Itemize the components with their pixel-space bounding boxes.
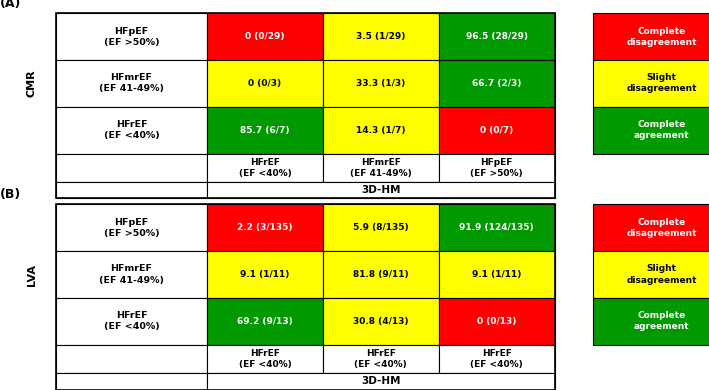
Bar <box>56 204 207 251</box>
Text: 0 (0/7): 0 (0/7) <box>480 126 513 135</box>
Bar <box>323 251 439 298</box>
Text: HFpEF
(EF >50%): HFpEF (EF >50%) <box>104 218 160 238</box>
Text: (B): (B) <box>0 188 21 201</box>
Bar <box>439 204 554 251</box>
Text: 66.7 (2/3): 66.7 (2/3) <box>472 79 521 88</box>
Bar <box>593 298 709 345</box>
Text: 3D-HM: 3D-HM <box>361 185 401 195</box>
Text: HFrEF
(EF <40%): HFrEF (EF <40%) <box>104 120 160 140</box>
Bar <box>207 204 323 251</box>
Bar <box>323 154 439 182</box>
Bar <box>56 373 207 390</box>
Bar <box>56 107 207 154</box>
Text: 9.1 (1/11): 9.1 (1/11) <box>240 270 290 279</box>
Bar <box>439 298 554 345</box>
Bar <box>323 107 439 154</box>
Text: HFrEF
(EF <40%): HFrEF (EF <40%) <box>239 158 291 178</box>
Bar <box>593 60 709 107</box>
Bar <box>207 154 323 182</box>
Text: HFrEF
(EF <40%): HFrEF (EF <40%) <box>470 349 523 369</box>
Text: 0 (0/29): 0 (0/29) <box>245 32 285 41</box>
Text: 33.3 (1/3): 33.3 (1/3) <box>356 79 406 88</box>
Text: 30.8 (4/13): 30.8 (4/13) <box>353 317 408 326</box>
Text: 3.5 (1/29): 3.5 (1/29) <box>356 32 406 41</box>
Bar <box>56 251 207 298</box>
Text: HFrEF
(EF <40%): HFrEF (EF <40%) <box>354 349 407 369</box>
Text: 0 (0/13): 0 (0/13) <box>477 317 516 326</box>
Bar <box>439 13 554 60</box>
Text: HFpEF
(EF >50%): HFpEF (EF >50%) <box>104 27 160 47</box>
Text: Complete
agreement: Complete agreement <box>634 120 689 140</box>
Text: 91.9 (124/135): 91.9 (124/135) <box>459 223 534 232</box>
Bar <box>207 298 323 345</box>
Bar <box>323 345 439 373</box>
Bar <box>207 182 554 199</box>
Text: 96.5 (28/29): 96.5 (28/29) <box>466 32 527 41</box>
Bar <box>56 345 207 373</box>
Text: HFpEF
(EF >50%): HFpEF (EF >50%) <box>470 158 523 178</box>
Bar <box>56 204 554 390</box>
Text: 0 (0/3): 0 (0/3) <box>248 79 281 88</box>
Bar <box>593 204 709 251</box>
Text: LVA: LVA <box>26 264 37 285</box>
Bar <box>323 298 439 345</box>
Bar <box>56 182 207 199</box>
Bar <box>323 60 439 107</box>
Text: HFrEF
(EF <40%): HFrEF (EF <40%) <box>104 311 160 331</box>
Text: 9.1 (1/11): 9.1 (1/11) <box>472 270 521 279</box>
Bar <box>439 345 554 373</box>
Text: Slight
disagreement: Slight disagreement <box>626 264 697 285</box>
Bar <box>323 204 439 251</box>
Text: 5.9 (8/135): 5.9 (8/135) <box>353 223 408 232</box>
Bar <box>439 154 554 182</box>
Text: Slight
disagreement: Slight disagreement <box>626 73 697 94</box>
Bar <box>56 13 554 199</box>
Text: 81.8 (9/11): 81.8 (9/11) <box>353 270 408 279</box>
Bar <box>207 60 323 107</box>
Text: Complete
disagreement: Complete disagreement <box>626 27 697 47</box>
Bar <box>593 107 709 154</box>
Bar <box>56 154 207 182</box>
Text: 69.2 (9/13): 69.2 (9/13) <box>237 317 293 326</box>
Bar <box>323 13 439 60</box>
Bar <box>593 13 709 60</box>
Bar <box>207 345 323 373</box>
Text: HFmrEF
(EF 41-49%): HFmrEF (EF 41-49%) <box>99 264 164 285</box>
Bar <box>56 298 207 345</box>
Bar <box>593 251 709 298</box>
Text: CMR: CMR <box>26 69 37 97</box>
Text: HFmrEF
(EF 41-49%): HFmrEF (EF 41-49%) <box>350 158 412 178</box>
Bar <box>207 373 554 390</box>
Text: (A): (A) <box>0 0 21 10</box>
Text: HFmrEF
(EF 41-49%): HFmrEF (EF 41-49%) <box>99 73 164 94</box>
Text: 14.3 (1/7): 14.3 (1/7) <box>356 126 406 135</box>
Bar <box>439 107 554 154</box>
Bar <box>56 13 207 60</box>
Text: Complete
disagreement: Complete disagreement <box>626 218 697 238</box>
Bar <box>56 60 207 107</box>
Text: 3D-HM: 3D-HM <box>361 376 401 386</box>
Bar <box>439 251 554 298</box>
Bar <box>207 13 323 60</box>
Text: HFrEF
(EF <40%): HFrEF (EF <40%) <box>239 349 291 369</box>
Text: 2.2 (3/135): 2.2 (3/135) <box>238 223 293 232</box>
Text: 85.7 (6/7): 85.7 (6/7) <box>240 126 290 135</box>
Bar <box>207 107 323 154</box>
Bar <box>439 60 554 107</box>
Text: Complete
agreement: Complete agreement <box>634 311 689 331</box>
Bar <box>207 251 323 298</box>
